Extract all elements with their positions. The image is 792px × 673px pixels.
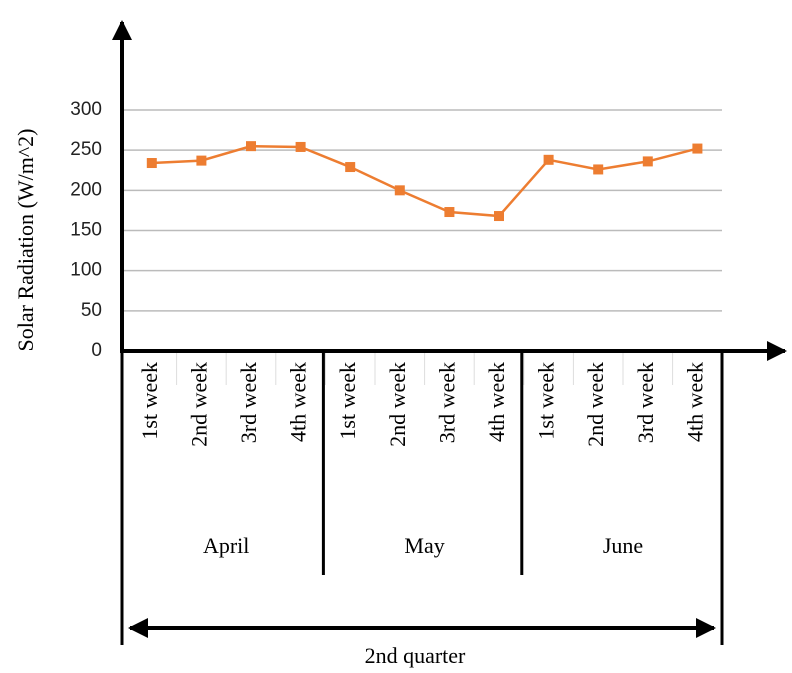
group-label: May (404, 533, 444, 558)
x-tick-label: 4th week (286, 362, 311, 442)
point-marker (196, 155, 207, 166)
x-tick-label: 4th week (484, 362, 509, 442)
point-marker (494, 211, 504, 222)
point-marker (444, 207, 455, 218)
point-marker (345, 162, 356, 173)
point-marker (394, 185, 405, 196)
series-line (151, 144, 698, 218)
x-tick-label: 2nd week (583, 362, 608, 447)
y-tick-label: 100 (70, 260, 102, 281)
x-tick-label: 4th week (682, 362, 707, 442)
y-tick-label: 200 (70, 179, 102, 200)
x-tick-label: 1st week (534, 362, 559, 440)
point-marker (642, 156, 653, 167)
y-axis-label: Solar Radiation (W/m^2) (13, 129, 38, 352)
group-label: April (203, 533, 249, 558)
x-tick-label: 3rd week (236, 362, 261, 443)
x-tick-label: 1st week (335, 362, 360, 440)
y-tick-label: 0 (91, 340, 102, 361)
point-marker (146, 158, 157, 169)
y-tick-label: 300 (70, 99, 102, 120)
point-marker (246, 141, 256, 152)
point-marker (593, 164, 604, 175)
quarter-label: 2nd quarter (365, 643, 466, 668)
y-tick-label: 50 (81, 300, 102, 321)
point-marker (692, 143, 703, 154)
point-marker (295, 141, 306, 152)
x-tick-label: 2nd week (186, 362, 211, 447)
x-tick-label: 2nd week (385, 362, 410, 447)
x-tick-label: 3rd week (434, 362, 459, 443)
x-tick-label: 1st week (137, 362, 162, 440)
y-tick-label: 250 (70, 139, 102, 160)
group-label: June (603, 533, 643, 558)
x-tick-label: 3rd week (633, 362, 658, 443)
y-tick-label: 150 (70, 220, 102, 241)
point-marker (543, 154, 554, 165)
